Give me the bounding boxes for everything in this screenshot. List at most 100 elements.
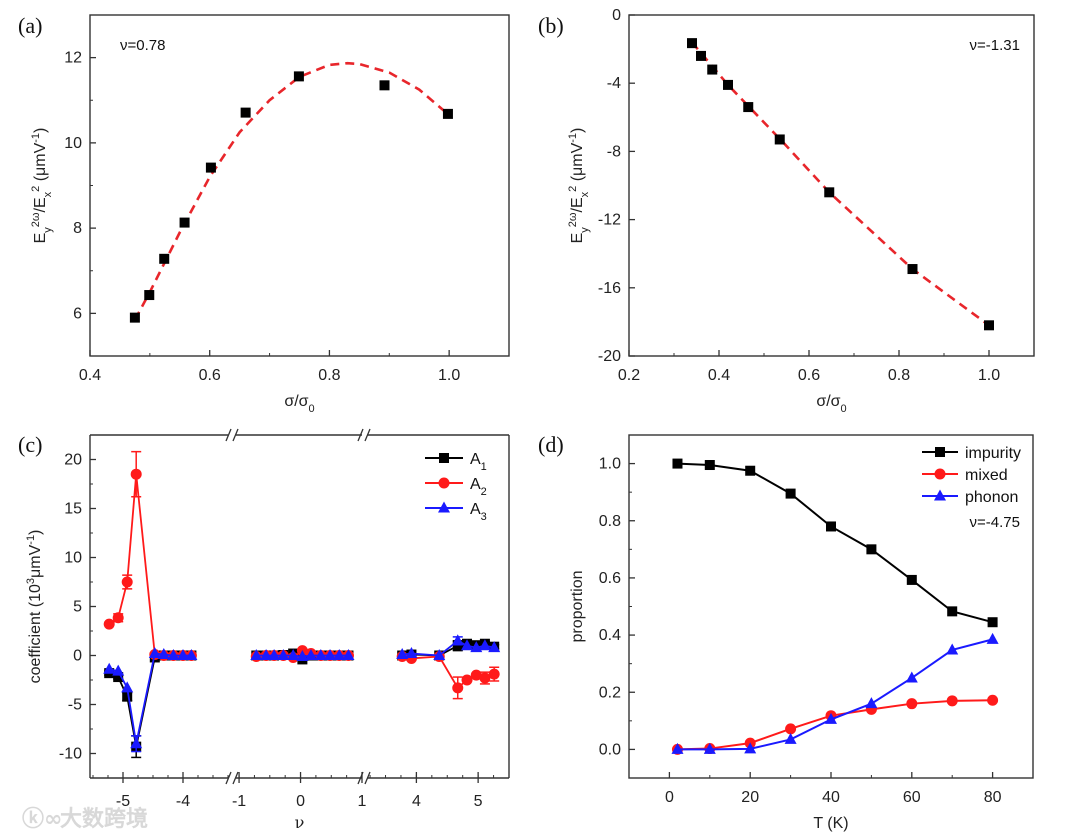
legend-label-part: 3 [481, 511, 487, 523]
data-point [478, 639, 491, 651]
data-point [333, 649, 346, 660]
x-tick-label: 4 [412, 793, 421, 810]
plot-frame [628, 434, 1034, 779]
x-tick-label: -1 [232, 793, 246, 810]
data-point [148, 647, 161, 659]
legend-label: A1 [470, 451, 487, 473]
legend-marker [934, 489, 946, 501]
data-point [906, 574, 917, 585]
data-point [987, 617, 998, 628]
x-tick-label: -4 [176, 793, 190, 810]
legend-label: impurity [965, 445, 1021, 462]
panel-label: (c) [18, 432, 42, 457]
y-axis-title-part: (μmV [32, 142, 49, 185]
axis-break-mark [357, 771, 364, 785]
legend-marker [438, 501, 450, 513]
y-axis-title-part: μmV [27, 544, 44, 578]
legend-label: mixed [965, 467, 1008, 484]
data-point [122, 691, 133, 702]
series-impurity [672, 458, 998, 628]
legend-label-part: A [470, 501, 481, 518]
data-point [461, 639, 474, 651]
legend-label-part: A [470, 451, 481, 468]
data-point [987, 694, 999, 706]
y-tick-label: 10 [64, 135, 82, 152]
x-tick-label: 1.0 [978, 367, 1000, 384]
x-axis-title-part: σ/σ [284, 393, 308, 410]
x-axis-title: T (K) [813, 815, 848, 832]
x-tick-label: 0.6 [199, 367, 221, 384]
data-point [287, 649, 300, 660]
y-axis-title-part: ) [27, 530, 44, 535]
x-tick-label: 40 [822, 789, 840, 806]
axis-break-mark [225, 771, 232, 785]
y-tick-label: -16 [598, 280, 621, 297]
y-axis-title-part: (μmV [569, 142, 586, 185]
x-axis-title: σ/σ0 [284, 393, 314, 415]
data-point [905, 671, 918, 683]
data-point [744, 742, 757, 754]
x-axis-title-part: 0 [309, 403, 315, 415]
data-point [704, 460, 715, 471]
data-point [672, 458, 683, 469]
legend-label-part: 2 [481, 486, 487, 498]
x-tick-label: 60 [903, 789, 921, 806]
axis-break-mark [232, 428, 239, 442]
x-axis-title: ν [295, 813, 305, 832]
data-point [461, 674, 473, 686]
data-point [240, 107, 251, 118]
axis-break-mark [357, 428, 364, 442]
y-tick-label: 15 [64, 501, 82, 518]
y-tick-label: -4 [607, 75, 621, 92]
y-axis-title-part: ) [569, 128, 586, 133]
axis-break-mark [364, 771, 371, 785]
y-tick-label: -8 [607, 143, 621, 160]
data-point [826, 521, 836, 532]
y-axis-title-part: -1 [30, 133, 42, 143]
axis-break-mark [225, 428, 232, 442]
series-line [108, 474, 192, 657]
data-point [250, 649, 263, 660]
y-axis-title-part: -1 [25, 535, 37, 545]
x-tick-label: 1.0 [438, 367, 460, 384]
legend-label: phonon [965, 489, 1018, 506]
data-point [479, 672, 491, 684]
legend-marker [439, 453, 449, 463]
axis-break-mark [232, 771, 239, 785]
legend-label: A2 [470, 476, 487, 498]
data-point [405, 647, 418, 659]
data-point [277, 649, 290, 660]
data-point [179, 217, 190, 228]
data-point [452, 682, 464, 694]
x-tick-label: 0.2 [618, 367, 640, 384]
y-tick-label: 0 [73, 648, 82, 665]
y-axis-title-part: E [32, 233, 49, 244]
data-point [103, 618, 115, 630]
y-axis-title-part: 3 [25, 578, 37, 584]
panel-d: (d) 0.0 0.2 0.4 0.6 0.8 1.0 proportion T (K) 0 20 4… [538, 432, 1034, 832]
data-point [723, 79, 733, 90]
data-point [205, 162, 216, 173]
y-tick-label: 12 [64, 50, 82, 67]
axis-break-mark [364, 428, 371, 442]
data-point [984, 320, 994, 331]
data-point [906, 698, 918, 710]
y-tick-label: -10 [59, 746, 82, 763]
data-point [177, 649, 189, 660]
data-point [785, 723, 797, 735]
y-axis-title-part: 2ω [567, 212, 579, 227]
y-axis-title-part: 2 [30, 186, 42, 192]
data-point [470, 669, 482, 681]
y-tick-label: 8 [73, 220, 82, 237]
x-tick-label: 0.4 [708, 367, 730, 384]
data-point [825, 712, 837, 724]
series-phonon [671, 632, 999, 754]
y-axis-title-part: 2ω [30, 212, 42, 227]
data-point [324, 649, 337, 660]
data-point [743, 102, 754, 113]
panel-label: (d) [538, 432, 564, 457]
data-point [488, 668, 500, 680]
watermark: ⓚ∞ 大数跨境 [22, 806, 148, 832]
series-mixed [671, 694, 999, 755]
